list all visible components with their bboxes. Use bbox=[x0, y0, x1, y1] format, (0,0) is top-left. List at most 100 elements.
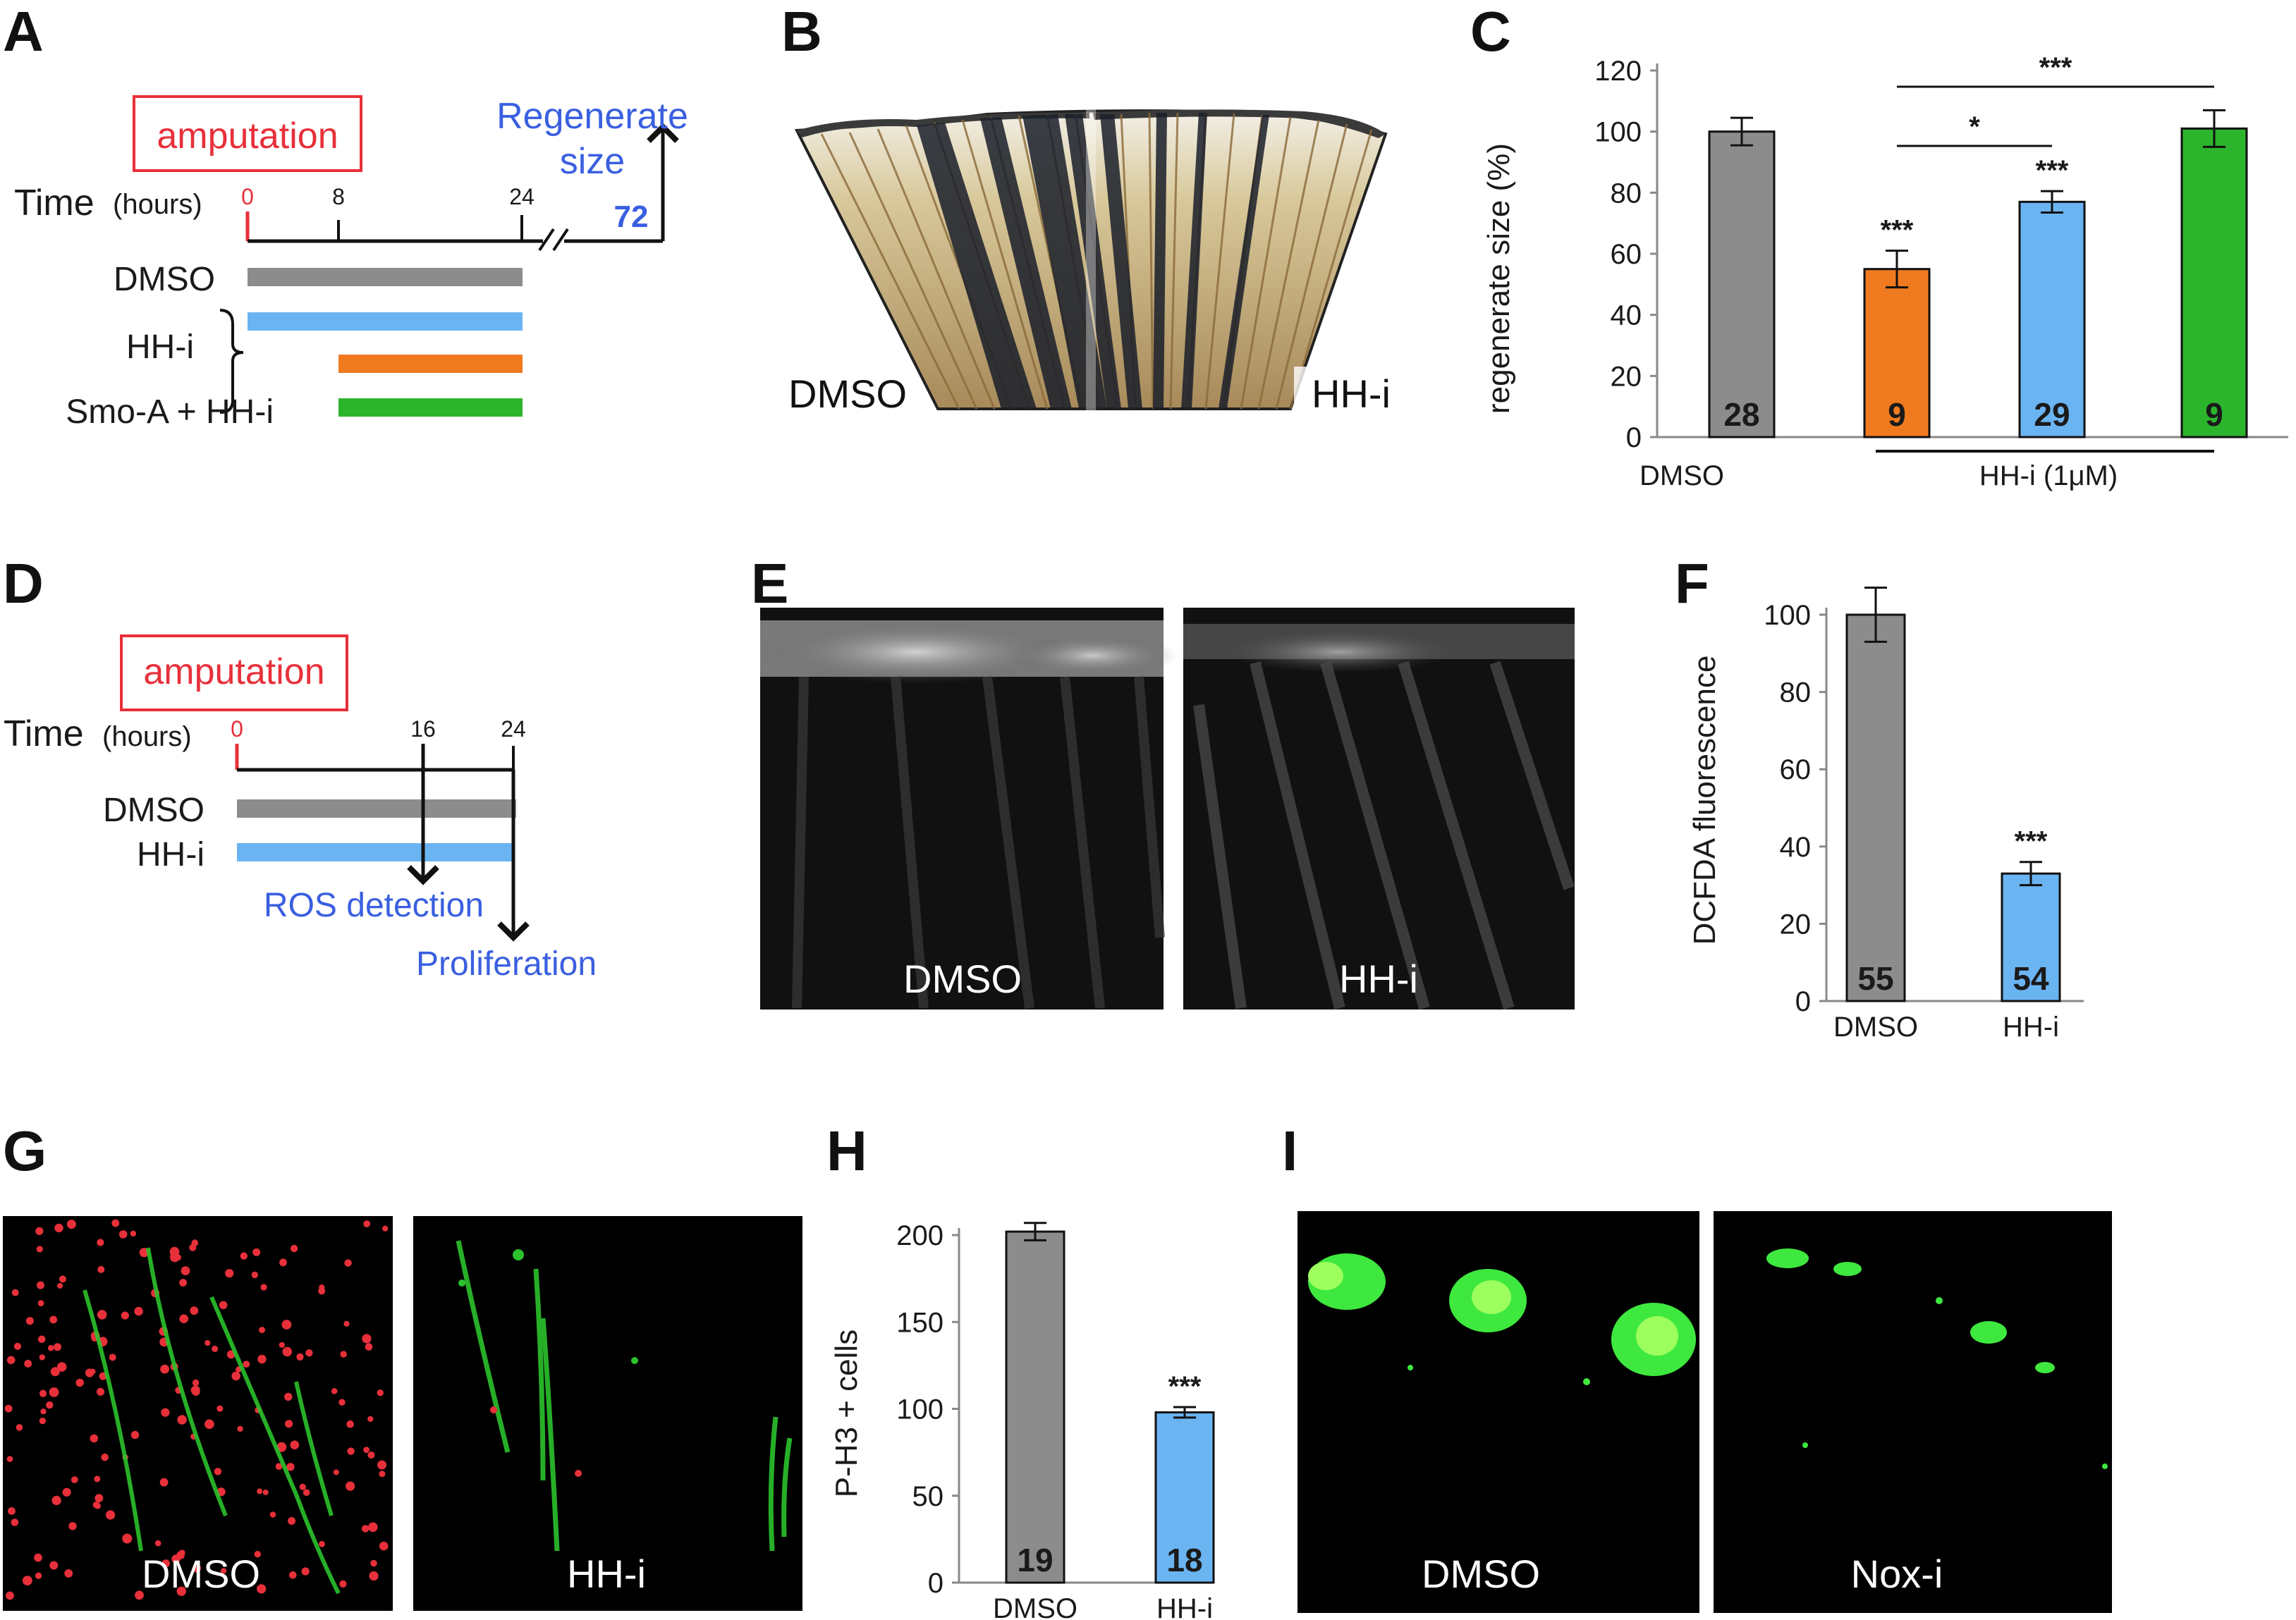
red-nucleus bbox=[11, 1518, 19, 1526]
red-nucleus bbox=[303, 1489, 310, 1496]
red-nucleus bbox=[16, 1424, 23, 1431]
red-nucleus bbox=[220, 1568, 227, 1574]
tick-72: 72 bbox=[614, 200, 649, 234]
h-bar-0 bbox=[1005, 1230, 1065, 1584]
h-n-0: 19 bbox=[1017, 1542, 1053, 1578]
g-image-hhi bbox=[413, 1216, 802, 1611]
red-nucleus bbox=[299, 1483, 306, 1490]
red-nucleus bbox=[279, 1258, 287, 1267]
red-nucleus bbox=[288, 1517, 296, 1525]
red-nucleus bbox=[56, 1362, 67, 1372]
red-nucleus bbox=[382, 1225, 389, 1232]
red-nucleus bbox=[192, 1379, 200, 1387]
red-nucleus bbox=[257, 1354, 267, 1364]
c-ytick-1: 20 bbox=[1611, 361, 1642, 392]
panel-b-fin-image: DMSO HH-i bbox=[788, 109, 1400, 416]
red-nucleus bbox=[154, 1540, 161, 1547]
red-nucleus bbox=[101, 1453, 109, 1461]
red-nucleus bbox=[192, 1564, 201, 1573]
red-nucleus bbox=[39, 1389, 47, 1397]
red-nucleus bbox=[365, 1343, 373, 1351]
f-ytick-5: 100 bbox=[1764, 600, 1811, 631]
i-label-noxi: Nox-i bbox=[1851, 1552, 1943, 1596]
f-cat-1: HH-i bbox=[2003, 1012, 2059, 1043]
c-n-0: 28 bbox=[1723, 396, 1759, 433]
f-ytick-2: 40 bbox=[1780, 832, 1812, 863]
panel-label-e: E bbox=[751, 552, 788, 615]
red-nucleus bbox=[243, 1361, 250, 1368]
red-nucleus bbox=[6, 1591, 14, 1600]
red-nucleus bbox=[4, 1404, 13, 1413]
endpoint-line1: Regenerate bbox=[496, 96, 688, 137]
red-nucleus bbox=[269, 1511, 276, 1518]
red-nucleus bbox=[94, 1475, 101, 1483]
red-nucleus bbox=[97, 1239, 104, 1246]
red-nucleus bbox=[48, 1344, 54, 1351]
red-nucleus bbox=[379, 1471, 386, 1478]
panel-label-i: I bbox=[1282, 1119, 1297, 1182]
red-nucleus bbox=[169, 1246, 180, 1257]
red-nucleus bbox=[190, 1306, 199, 1315]
g-label-dmso: DMSO bbox=[142, 1552, 260, 1596]
red-nucleus bbox=[290, 1440, 300, 1449]
red-nucleus bbox=[214, 1468, 222, 1475]
e-label-hhi: HH-i bbox=[1339, 957, 1418, 1001]
red-nucleus bbox=[257, 1488, 263, 1495]
red-nucleus bbox=[361, 1525, 370, 1533]
group-dmso: DMSO bbox=[114, 261, 215, 298]
c-bracket-label-1: *** bbox=[2039, 52, 2072, 83]
h-ytick-1: 50 bbox=[912, 1481, 944, 1512]
c-ytick-6: 120 bbox=[1594, 56, 1642, 87]
red-nucleus bbox=[377, 1460, 387, 1470]
time-unit: (hours) bbox=[113, 189, 202, 220]
red-nucleus bbox=[377, 1389, 384, 1397]
red-nucleus bbox=[49, 1315, 58, 1324]
c-ytick-3: 60 bbox=[1611, 239, 1642, 270]
red-nucleus bbox=[367, 1452, 375, 1459]
d-tick-0: 0 bbox=[231, 716, 243, 742]
red-nucleus bbox=[97, 1387, 104, 1396]
red-nucleus bbox=[284, 1392, 293, 1401]
red-nucleus bbox=[339, 1580, 347, 1588]
red-nucleus bbox=[90, 1368, 96, 1375]
time-label: Time bbox=[14, 183, 94, 223]
fin-label-hhi: HH-i bbox=[1312, 372, 1391, 416]
red-nucleus bbox=[344, 1259, 352, 1267]
red-nucleus bbox=[122, 1533, 133, 1544]
panel-label-b: B bbox=[781, 0, 822, 63]
red-nucleus bbox=[57, 1282, 63, 1289]
red-nucleus bbox=[94, 1494, 104, 1503]
red-nucleus bbox=[289, 1571, 297, 1579]
red-nucleus bbox=[35, 1227, 44, 1235]
c-n-3: 9 bbox=[2205, 396, 2223, 433]
red-nucleus bbox=[109, 1354, 116, 1361]
red-nucleus bbox=[54, 1343, 61, 1351]
h-sig-1: *** bbox=[1168, 1371, 1202, 1402]
red-nucleus bbox=[331, 1388, 338, 1394]
red-nucleus bbox=[40, 1409, 47, 1415]
c-ytick-0: 0 bbox=[1626, 422, 1642, 453]
f-cat-0: DMSO bbox=[1833, 1012, 1918, 1043]
h-cat-0: DMSO bbox=[993, 1593, 1077, 1620]
bar-smoa-8-24 bbox=[338, 398, 523, 417]
red-nucleus bbox=[161, 1408, 170, 1417]
red-nucleus bbox=[260, 1284, 267, 1291]
panel-g-images: DMSO HH-i bbox=[3, 1216, 802, 1611]
red-nucleus bbox=[178, 1550, 185, 1556]
red-nucleus bbox=[49, 1387, 59, 1397]
red-nucleus bbox=[135, 1590, 144, 1600]
red-nucleus bbox=[36, 1246, 43, 1253]
red-nucleus bbox=[296, 1353, 304, 1361]
red-nucleus bbox=[75, 1378, 84, 1387]
red-nucleus bbox=[130, 1230, 137, 1237]
red-nucleus bbox=[282, 1346, 293, 1357]
red-nucleus bbox=[281, 1320, 292, 1330]
red-nucleus bbox=[219, 1301, 228, 1310]
red-nucleus bbox=[160, 1364, 170, 1374]
red-nucleus bbox=[240, 1252, 248, 1260]
red-nucleus bbox=[279, 1342, 285, 1348]
h-bar-1 bbox=[1154, 1411, 1215, 1584]
red-nucleus bbox=[50, 1367, 60, 1377]
red-nucleus bbox=[46, 1401, 54, 1409]
red-nucleus bbox=[37, 1335, 46, 1344]
